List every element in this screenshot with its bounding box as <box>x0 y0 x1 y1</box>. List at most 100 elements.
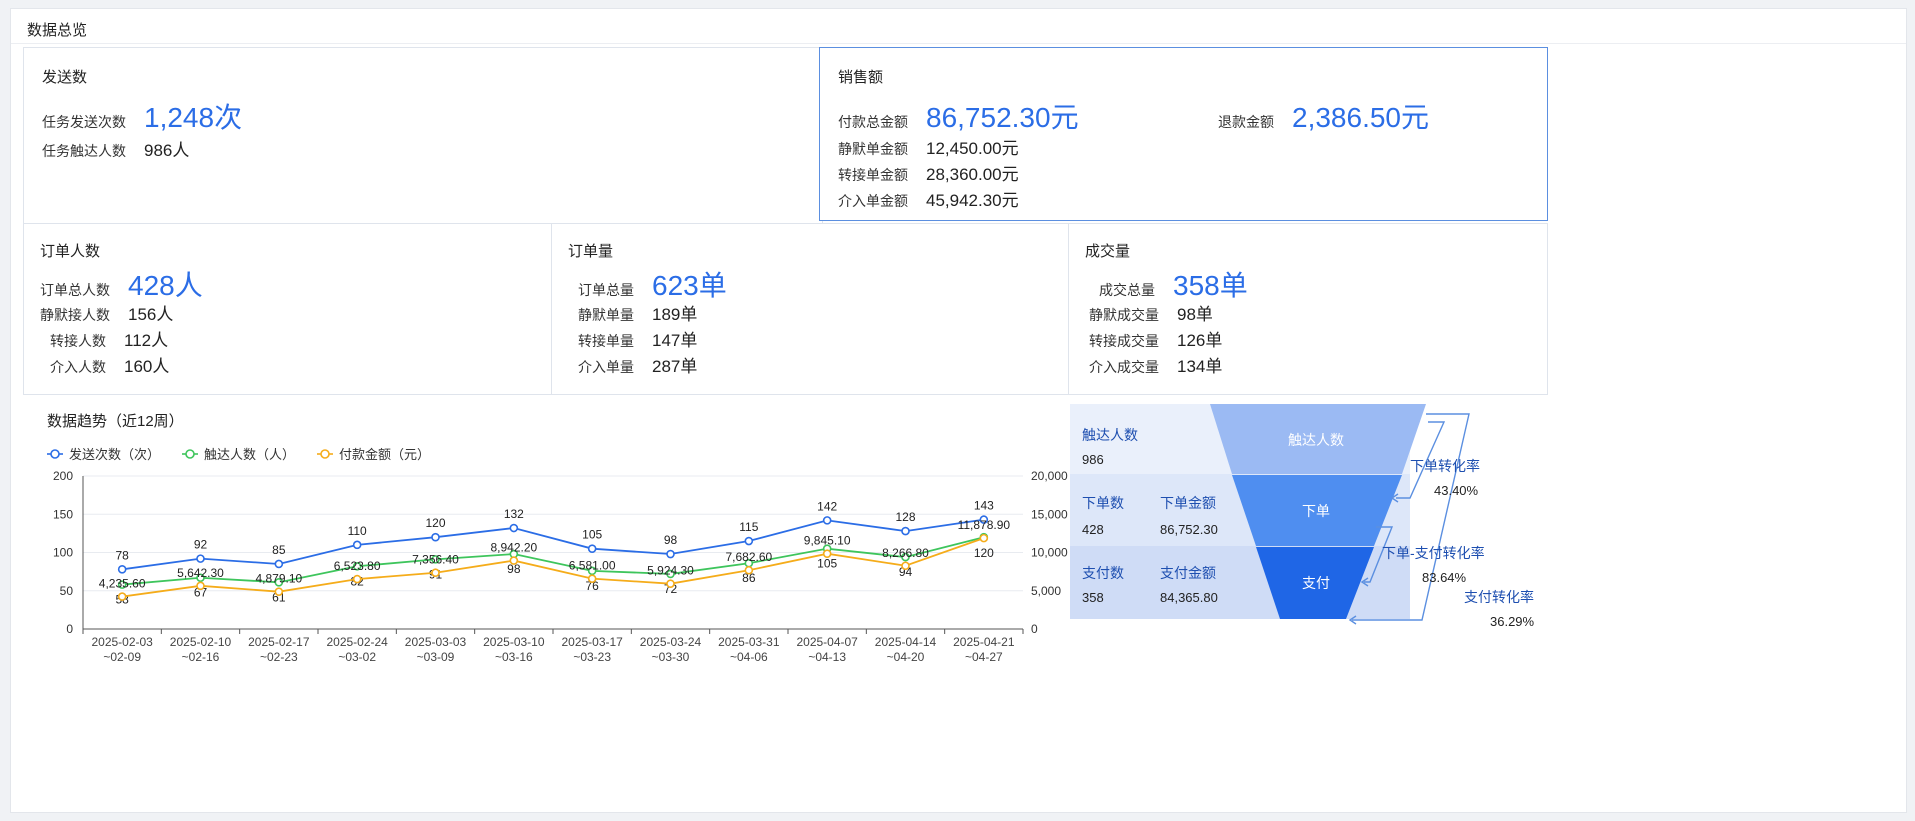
arrowhead-icon <box>1348 615 1357 625</box>
data-label: 98 <box>664 533 678 547</box>
sales-row-label: 介入单金额 <box>838 193 908 209</box>
data-point <box>352 561 362 571</box>
rate-label: 下单转化率 <box>1410 458 1480 474</box>
data-label: 143 <box>974 499 994 513</box>
x-tick-label: 2025-04-14 <box>875 635 937 649</box>
data-point <box>901 552 910 562</box>
order-people-panel[interactable]: 订单人数 订单总人数 428人 静默接人数 156人 转接人数 112人 介入人… <box>23 223 552 395</box>
data-point <box>509 523 519 533</box>
data-point <box>352 540 362 550</box>
legend-label: 触达人数（人） <box>204 447 295 462</box>
x-tick-label: ~02-16 <box>182 650 220 664</box>
data-point <box>979 533 989 543</box>
data-point <box>274 587 284 596</box>
send-panel[interactable]: 发送数 任务发送次数 1,248次 任务触达人数 986人 <box>23 47 823 224</box>
funnel-metric-label: 支付数 <box>1082 565 1124 581</box>
funnel-metric-value: 986 <box>1082 452 1104 467</box>
sales-panel[interactable]: 销售额 付款总金额 86,752.30元 退款金额 2,386.50元 静默单金… <box>819 47 1548 221</box>
series-line <box>122 518 984 571</box>
data-point <box>822 549 832 558</box>
x-tick-label: 2025-03-31 <box>718 635 780 649</box>
data-label: 92 <box>194 538 208 552</box>
overview-frame: 数据总览 发送数 任务发送次数 1,248次 任务触达人数 986人 销售额 付… <box>10 8 1907 813</box>
deal-row-label: 介入成交量 <box>1089 359 1159 375</box>
order-people-row-label: 转接人数 <box>50 333 106 349</box>
order-people-row-label: 静默接人数 <box>40 307 110 323</box>
x-tick-label: 2025-02-03 <box>91 635 153 649</box>
data-point <box>666 569 675 579</box>
sales-total-value: 86,752.30元 <box>926 102 1079 133</box>
data-label: 105 <box>582 528 602 542</box>
data-label: 8,266.80 <box>882 546 929 560</box>
order-people-title: 订单人数 <box>40 243 101 260</box>
reach-count-row: 任务触达人数 986人 <box>42 136 189 161</box>
data-point <box>196 573 205 583</box>
y-tick-label: 50 <box>60 584 74 598</box>
y-tick-label: 200 <box>53 469 73 483</box>
sales-row: 介入单金额 45,942.30元 <box>838 186 1019 211</box>
deal-row: 介入成交量 134单 <box>1089 352 1222 377</box>
funnel-stage-pay[interactable] <box>1256 547 1374 619</box>
order-count-total-label: 订单总量 <box>578 282 634 298</box>
y2-tick-label: 0 <box>1031 622 1038 636</box>
funnel-metric-label: 下单金额 <box>1160 495 1216 511</box>
sales-row-label: 静默单金额 <box>838 141 908 157</box>
funnel-metric-label: 支付金额 <box>1160 565 1216 581</box>
order-people-row-value: 112人 <box>124 331 169 350</box>
deal-panel[interactable]: 成交量 成交总量 358单 静默成交量 98单 转接成交量 126单 介入成交量… <box>1068 223 1548 395</box>
y2-tick-label: 10,000 <box>1031 546 1068 560</box>
rate-label: 下单-支付转化率 <box>1382 545 1485 561</box>
sales-row-label: 转接单金额 <box>838 167 908 183</box>
x-tick-label: 2025-02-10 <box>170 635 232 649</box>
order-people-row-value: 160人 <box>124 357 170 376</box>
refund-row: 退款金额 2,386.50元 <box>1218 96 1429 136</box>
order-people-row: 静默接人数 156人 <box>40 300 173 325</box>
x-tick-label: 2025-03-10 <box>483 635 545 649</box>
deal-row-value: 98单 <box>1177 305 1213 324</box>
arrowhead-icon <box>1360 577 1369 587</box>
order-count-row-label: 静默单量 <box>578 307 634 323</box>
x-tick-label: 2025-04-21 <box>953 635 1015 649</box>
funnel-stage-label: 下单 <box>1302 503 1330 519</box>
rate-arrow-order <box>1396 421 1446 499</box>
deal-total-label: 成交总量 <box>1099 282 1155 298</box>
order-count-row: 介入单量 287单 <box>578 352 697 377</box>
deal-row: 转接成交量 126单 <box>1089 326 1222 351</box>
x-tick-label: 2025-03-03 <box>405 635 467 649</box>
page-title: 数据总览 <box>27 22 88 39</box>
funnel-metric-value: 358 <box>1082 590 1104 605</box>
funnel-metric-label: 下单数 <box>1082 495 1124 511</box>
funnel-stage-reach[interactable] <box>1210 404 1426 474</box>
funnel-stage-label: 支付 <box>1302 575 1330 591</box>
data-label: 4,879.10 <box>255 572 302 586</box>
order-count-panel[interactable]: 订单量 订单总量 623单 静默单量 189单 转接单量 147单 介入单量 2… <box>551 223 1069 395</box>
refund-label: 退款金额 <box>1218 114 1274 130</box>
trend-chart: 数据趋势（近12周） 发送次数（次） 触达人数（人） 付款金额（元） 0 50 100 15… <box>47 413 1068 664</box>
data-label: 67 <box>194 586 208 600</box>
data-point <box>979 515 989 524</box>
data-point <box>196 581 205 591</box>
y2-tick-label: 5,000 <box>1031 584 1061 598</box>
deal-row-label: 静默成交量 <box>1089 307 1159 323</box>
x-tick-label: ~03-30 <box>652 650 690 664</box>
deal-total-value: 358单 <box>1173 270 1248 301</box>
data-point <box>666 549 675 559</box>
order-people-row-value: 156人 <box>128 305 174 324</box>
deal-row-value: 134单 <box>1177 357 1223 376</box>
rate-value: 83.64% <box>1422 570 1467 585</box>
data-label: 98 <box>507 562 521 576</box>
data-label: 7,356.40 <box>412 553 459 567</box>
series-line <box>122 537 985 598</box>
order-count-row: 转接单量 147单 <box>578 326 697 351</box>
legend-label: 发送次数（次） <box>69 447 160 462</box>
legend-marker <box>185 449 195 459</box>
data-point <box>666 579 675 588</box>
reach-count-value: 986人 <box>144 141 190 160</box>
order-count-row-value: 147单 <box>652 331 698 350</box>
y-tick-label: 150 <box>53 507 73 521</box>
rate-label: 支付转化率 <box>1464 589 1534 605</box>
x-tick-label: 2025-02-17 <box>248 635 310 649</box>
order-count-row-label: 介入单量 <box>578 359 634 375</box>
sales-total-label: 付款总金额 <box>838 114 908 130</box>
funnel-stage-order[interactable] <box>1232 475 1402 546</box>
